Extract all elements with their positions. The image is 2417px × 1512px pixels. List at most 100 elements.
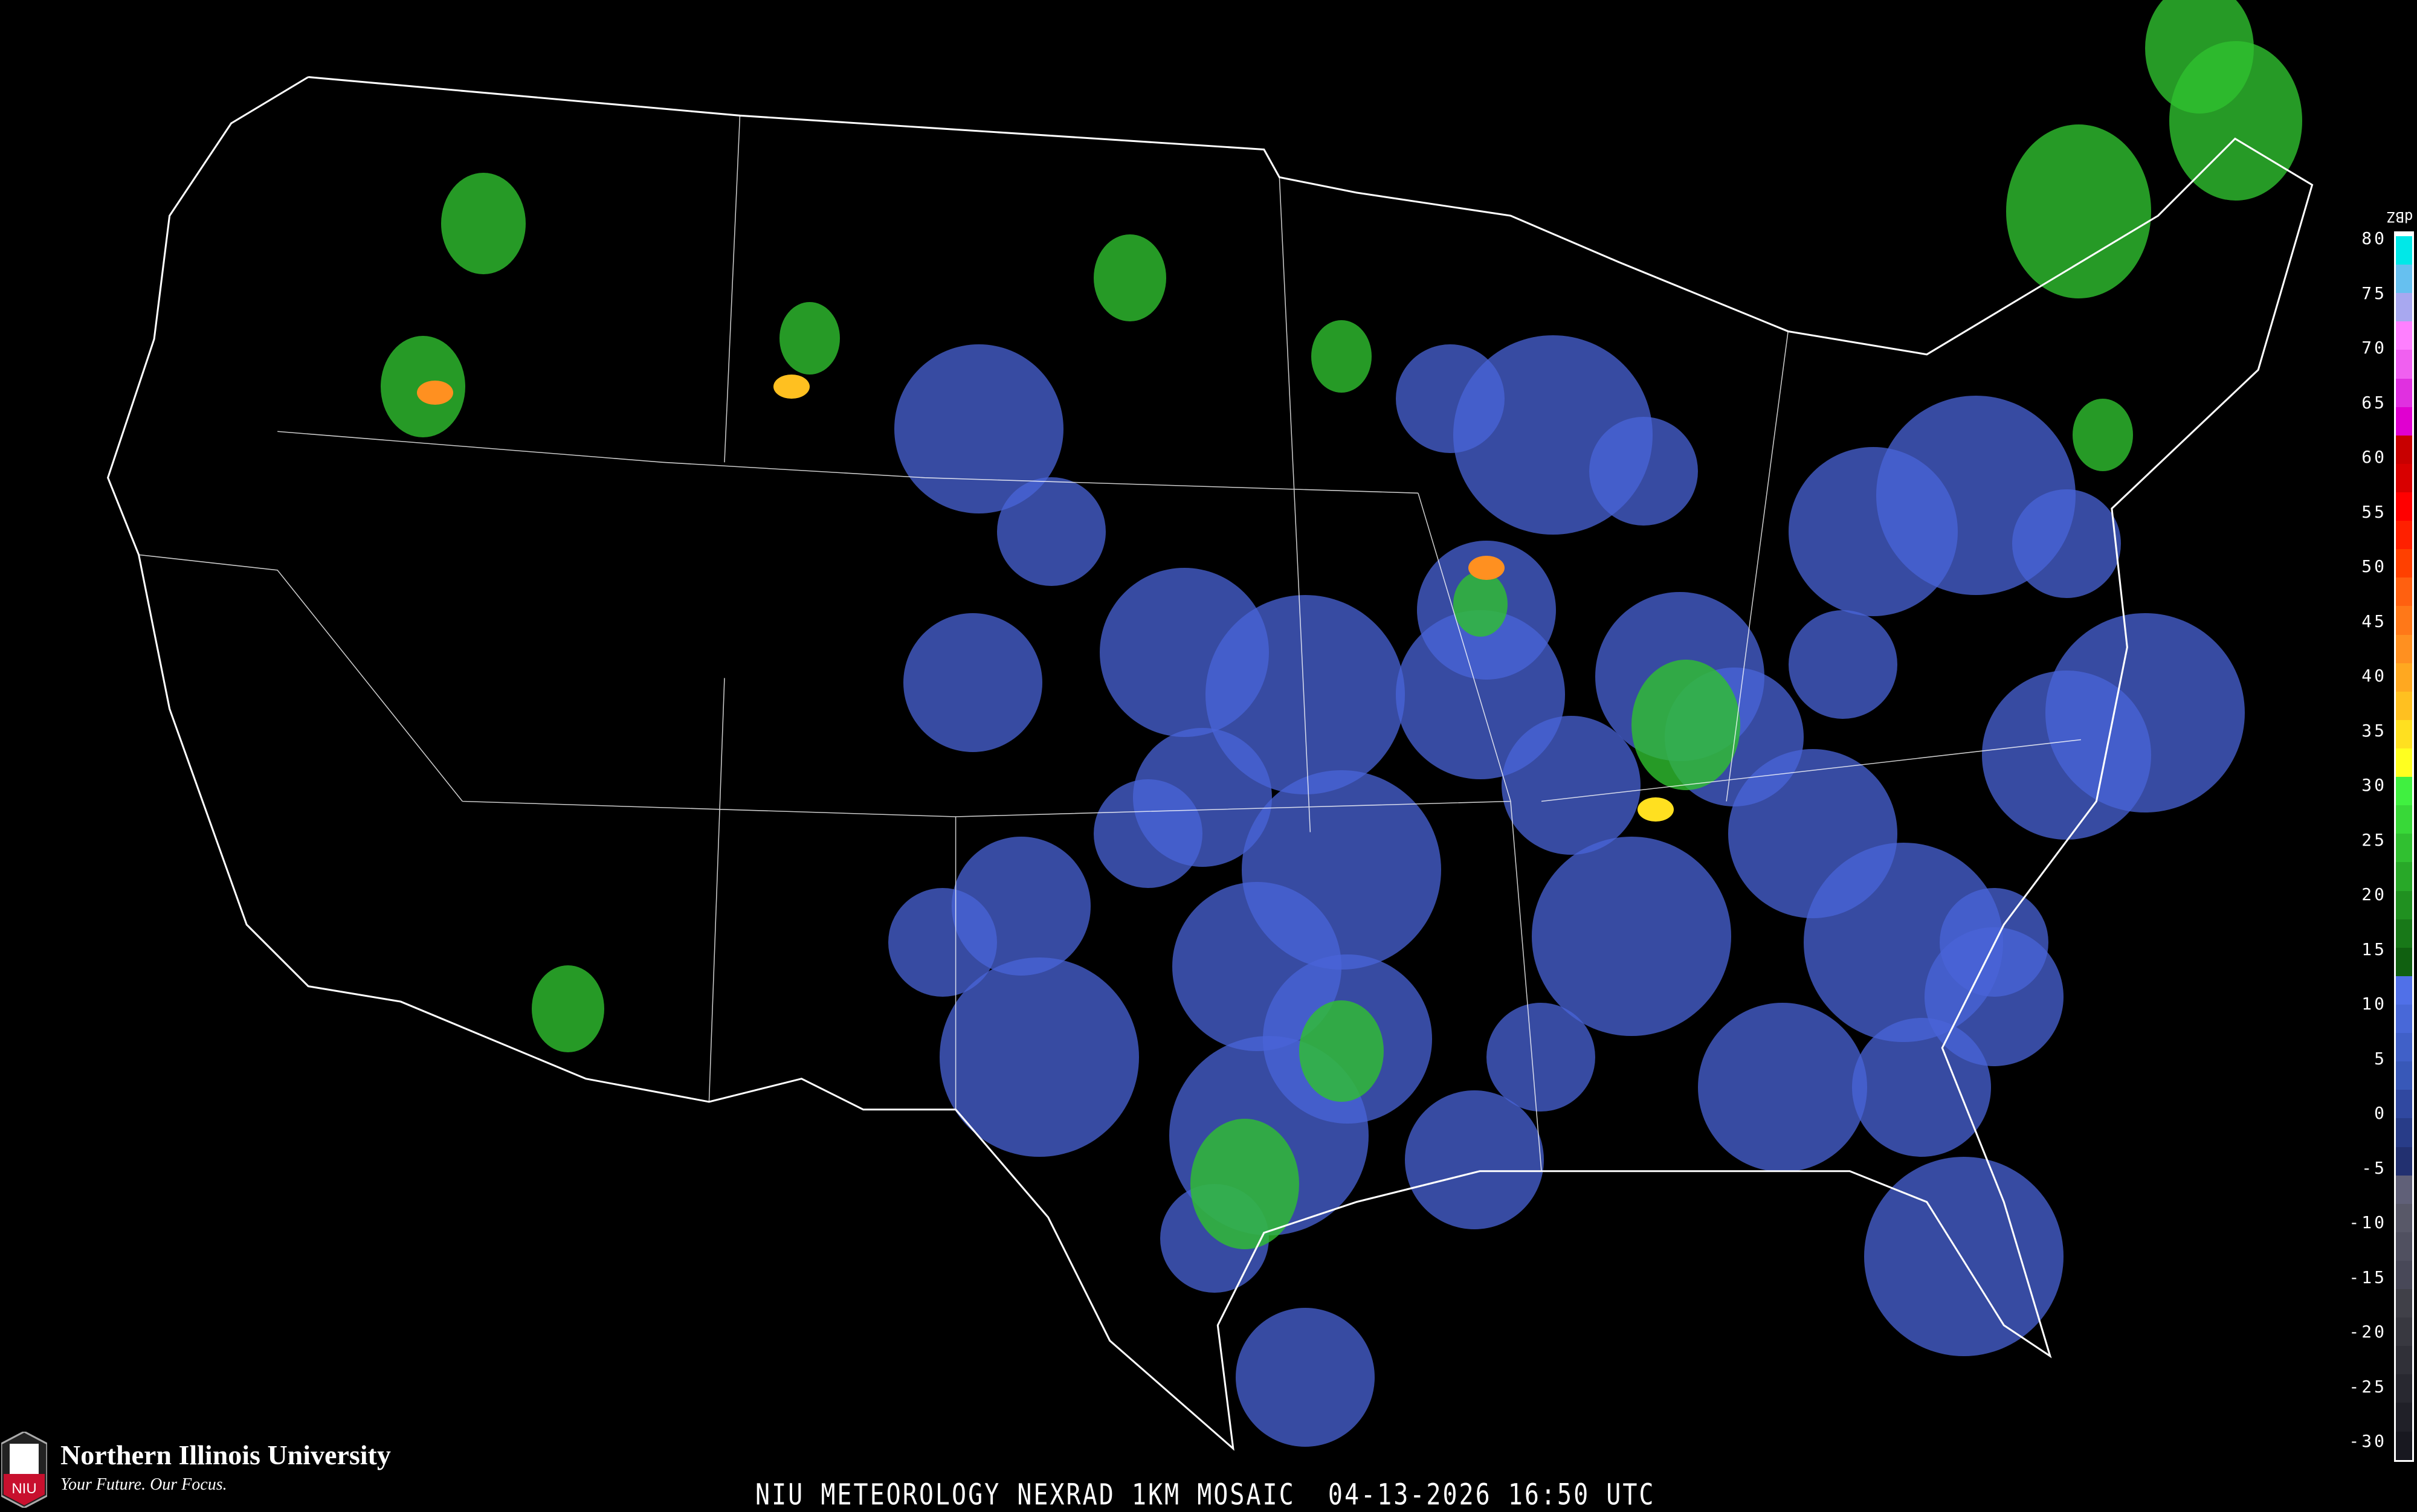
legend-color-step xyxy=(2396,321,2412,350)
radar-echo xyxy=(1133,728,1272,867)
legend-tick-label: 55 xyxy=(2361,501,2387,522)
legend-color-step xyxy=(2396,1147,2412,1176)
legend-color-step xyxy=(2396,777,2412,806)
radar-echo-core xyxy=(417,381,453,405)
legend-tick-label: 60 xyxy=(2361,447,2387,467)
radar-echo xyxy=(2006,124,2151,298)
radar-echo-core xyxy=(773,375,810,399)
legend-tick-label: 40 xyxy=(2361,666,2387,686)
legend-color-step xyxy=(2396,1374,2412,1403)
radar-echo xyxy=(1205,595,1405,794)
radar-echo-core xyxy=(1468,556,1505,580)
legend-color-step xyxy=(2396,1260,2412,1290)
legend-color-step xyxy=(2396,1004,2412,1034)
radar-echo xyxy=(1299,1000,1384,1102)
legend-color-step xyxy=(2396,1175,2412,1204)
legend-tick-label: 50 xyxy=(2361,556,2387,576)
legend-color-step xyxy=(2396,463,2412,492)
legend-tick-label: 80 xyxy=(2361,228,2387,248)
legend-color-step xyxy=(2396,350,2412,379)
legend-color-step xyxy=(2396,1061,2412,1090)
legend-color-step xyxy=(2396,577,2412,606)
radar-echo xyxy=(2145,0,2254,114)
radar-echo xyxy=(997,477,1106,586)
legend-color-step xyxy=(2396,663,2412,692)
niu-shield-icon: NIU xyxy=(1,1432,47,1508)
radar-echo xyxy=(1589,417,1698,526)
radar-echo xyxy=(2012,489,2121,598)
legend-tick-label: 70 xyxy=(2361,338,2387,358)
legend-color-step xyxy=(2396,1203,2412,1232)
legend-color-step xyxy=(2396,1289,2412,1318)
legend-color-step xyxy=(2396,890,2412,919)
legend-color-step xyxy=(2396,719,2412,748)
radar-echo xyxy=(1190,1119,1299,1249)
radar-echo xyxy=(1242,770,1441,970)
radar-echo xyxy=(1698,1003,1867,1172)
radar-echo xyxy=(1094,234,1166,321)
legend-color-step xyxy=(2396,265,2412,294)
radar-echo xyxy=(1925,927,2064,1066)
legend-tick-label: 5 xyxy=(2374,1048,2387,1069)
radar-echoes xyxy=(381,0,2302,1447)
legend-color-step xyxy=(2396,805,2412,834)
legend-color-step xyxy=(2396,606,2412,635)
legend-color-step xyxy=(2396,1403,2412,1432)
radar-echo xyxy=(894,344,1063,513)
legend-tick-label: 10 xyxy=(2361,994,2387,1014)
legend-color-step xyxy=(2396,1090,2412,1119)
legend-color-step xyxy=(2396,1431,2412,1460)
radar-echo xyxy=(532,965,604,1052)
university-tagline: Your Future. Our Focus. xyxy=(60,1475,227,1494)
legend-tick-label: -20 xyxy=(2349,1322,2387,1342)
legend-color-step xyxy=(2396,293,2412,322)
radar-echo-core xyxy=(1638,797,1674,822)
reflectivity-color-scale xyxy=(2394,231,2414,1462)
legend-tick-label: 25 xyxy=(2361,829,2387,850)
legend-color-step xyxy=(2396,521,2412,550)
legend-color-step xyxy=(2396,407,2412,436)
legend-color-step xyxy=(2396,1317,2412,1346)
legend-color-step xyxy=(2396,1232,2412,1261)
legend-tick-label: -10 xyxy=(2349,1212,2387,1232)
state-boundaries xyxy=(138,115,2081,1171)
legend-color-step xyxy=(2396,1118,2412,1147)
legend-color-step xyxy=(2396,919,2412,948)
radar-echo xyxy=(952,837,1091,976)
legend-color-step xyxy=(2396,1346,2412,1375)
legend-tick-label: -30 xyxy=(2349,1431,2387,1451)
legend-color-step xyxy=(2396,549,2412,578)
radar-echo xyxy=(1236,1308,1375,1447)
legend-color-step xyxy=(2396,634,2412,663)
legend-tick-label: 0 xyxy=(2374,1103,2387,1123)
us-boundary xyxy=(106,76,2314,1451)
legend-tick-label: 15 xyxy=(2361,939,2387,959)
legend-color-step xyxy=(2396,976,2412,1005)
legend-tick-label: 75 xyxy=(2361,283,2387,303)
radar-echo xyxy=(1502,716,1641,855)
svg-text:NIU: NIU xyxy=(11,1481,36,1497)
radar-echo xyxy=(1453,571,1508,637)
radar-echo xyxy=(2073,399,2133,471)
radar-echo xyxy=(1396,344,1505,453)
radar-echo xyxy=(441,173,526,274)
radar-echo xyxy=(1405,1090,1544,1229)
radar-echo xyxy=(1311,320,1372,393)
legend-color-step xyxy=(2396,947,2412,976)
legend-color-step xyxy=(2396,435,2412,464)
legend-tick-label: -15 xyxy=(2349,1267,2387,1287)
legend-tick-label: -5 xyxy=(2361,1157,2387,1178)
legend-color-step xyxy=(2396,834,2412,863)
legend-tick-label: 20 xyxy=(2361,884,2387,904)
radar-echo xyxy=(779,302,840,375)
radar-echo xyxy=(1864,1157,2064,1356)
radar-echo xyxy=(903,613,1042,752)
legend-tick-label: -25 xyxy=(2349,1376,2387,1397)
legend-color-step xyxy=(2396,492,2412,521)
map-caption: NIU METEOROLOGY NEXRAD 1KM MOSAIC 04-13-… xyxy=(755,1478,1656,1512)
radar-echo xyxy=(1532,837,1731,1036)
legend-color-step xyxy=(2396,378,2412,407)
legend-tick-label: 35 xyxy=(2361,720,2387,741)
legend-color-step xyxy=(2396,1033,2412,1062)
